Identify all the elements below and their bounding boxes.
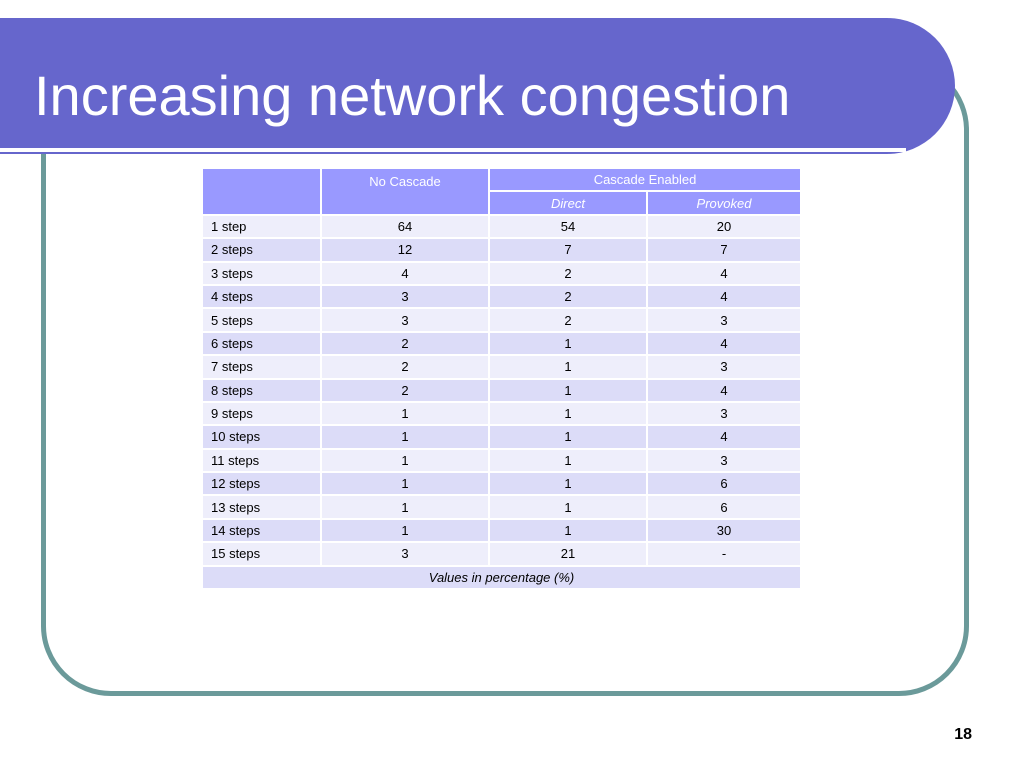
provoked-cell: 4 bbox=[645, 330, 803, 357]
direct-cell: 2 bbox=[488, 307, 648, 333]
table-body: 1 step 64 54 20 2 steps 12 7 7 3 steps 4 2 4 4 steps… bbox=[201, 213, 803, 567]
header-corner-cell bbox=[201, 167, 322, 216]
provoked-cell: 7 bbox=[645, 237, 803, 263]
table-row: 14 steps 1 1 30 bbox=[201, 517, 803, 544]
direct-cell: 1 bbox=[488, 517, 648, 544]
table-row: 4 steps 3 2 4 bbox=[201, 283, 803, 310]
provoked-cell: 6 bbox=[645, 471, 803, 497]
no-cascade-cell: 4 bbox=[320, 260, 490, 286]
table-row: 1 step 64 54 20 bbox=[201, 213, 803, 240]
no-cascade-cell: 3 bbox=[320, 541, 490, 567]
direct-cell: 1 bbox=[488, 400, 648, 427]
table-row: 15 steps 3 21- bbox=[201, 541, 803, 567]
no-cascade-cell: 12 bbox=[320, 237, 490, 263]
table-row: 5 steps 3 2 3 bbox=[201, 307, 803, 333]
no-cascade-cell: 1 bbox=[320, 447, 490, 474]
provoked-cell: - bbox=[645, 541, 803, 567]
row-label-cell: 15 steps bbox=[201, 541, 322, 567]
direct-cell: 1 bbox=[488, 471, 648, 497]
no-cascade-cell: 2 bbox=[320, 354, 490, 380]
table-row: 12 steps 1 1 6 bbox=[201, 471, 803, 497]
no-cascade-cell: 1 bbox=[320, 424, 490, 450]
row-label-cell: 13 steps bbox=[201, 494, 322, 520]
header-direct: Direct bbox=[488, 190, 648, 216]
table-row: 2 steps 12 7 7 bbox=[201, 237, 803, 263]
no-cascade-cell: 3 bbox=[320, 307, 490, 333]
table-row: 9 steps 1 1 3 bbox=[201, 400, 803, 427]
provoked-cell: 3 bbox=[645, 400, 803, 427]
results-table: No Cascade Cascade Enabled Direct Provok… bbox=[200, 166, 803, 591]
direct-cell: 54 bbox=[488, 213, 648, 240]
no-cascade-cell: 1 bbox=[320, 494, 490, 520]
title-underline bbox=[0, 148, 906, 152]
provoked-cell: 3 bbox=[645, 447, 803, 474]
direct-cell: 1 bbox=[488, 377, 648, 403]
table-row: 8 steps 2 1 4 bbox=[201, 377, 803, 403]
row-label-cell: 1 step bbox=[201, 213, 322, 240]
row-label-cell: 11 steps bbox=[201, 447, 322, 474]
direct-cell: 1 bbox=[488, 424, 648, 450]
no-cascade-cell: 64 bbox=[320, 213, 490, 240]
direct-cell: 1 bbox=[488, 354, 648, 380]
row-label-cell: 9 steps bbox=[201, 400, 322, 427]
row-label-cell: 6 steps bbox=[201, 330, 322, 357]
row-label-cell: 4 steps bbox=[201, 283, 322, 310]
direct-cell: 2 bbox=[488, 283, 648, 310]
no-cascade-cell: 2 bbox=[320, 377, 490, 403]
direct-cell: 1 bbox=[488, 447, 648, 474]
provoked-cell: 20 bbox=[645, 213, 803, 240]
table-row: 13 steps 1 1 6 bbox=[201, 494, 803, 520]
direct-cell: 21 bbox=[488, 541, 648, 567]
row-label-cell: 10 steps bbox=[201, 424, 322, 450]
row-label-cell: 14 steps bbox=[201, 517, 322, 544]
table-footnote: Values in percentage (%) bbox=[200, 564, 803, 591]
title-bar: Increasing network congestion bbox=[0, 18, 955, 154]
direct-cell: 1 bbox=[488, 494, 648, 520]
no-cascade-cell: 2 bbox=[320, 330, 490, 357]
no-cascade-cell: 3 bbox=[320, 283, 490, 310]
table-header: No Cascade Cascade Enabled Direct Provok… bbox=[201, 166, 803, 216]
table-row: 7 steps 2 1 3 bbox=[201, 354, 803, 380]
table-row: 11 steps 1 1 3 bbox=[201, 447, 803, 474]
row-label-cell: 8 steps bbox=[201, 377, 322, 403]
provoked-cell: 6 bbox=[645, 494, 803, 520]
direct-cell: 7 bbox=[488, 237, 648, 263]
header-cascade-enabled: Cascade Enabled bbox=[487, 166, 803, 193]
row-label-cell: 7 steps bbox=[201, 354, 322, 380]
provoked-cell: 3 bbox=[645, 354, 803, 380]
slide-title: Increasing network congestion bbox=[34, 64, 791, 127]
row-label-cell: 2 steps bbox=[201, 237, 322, 263]
direct-cell: 1 bbox=[488, 330, 648, 357]
row-label-cell: 3 steps bbox=[201, 260, 322, 286]
page-number: 18 bbox=[954, 726, 972, 743]
row-label-cell: 12 steps bbox=[201, 471, 322, 497]
table-row: 3 steps 4 2 4 bbox=[201, 260, 803, 286]
no-cascade-cell: 1 bbox=[320, 400, 490, 427]
row-label-cell: 5 steps bbox=[201, 307, 322, 333]
header-provoked: Provoked bbox=[645, 190, 803, 216]
table-row: 10 steps 1 1 4 bbox=[201, 424, 803, 450]
no-cascade-cell: 1 bbox=[320, 517, 490, 544]
provoked-cell: 4 bbox=[645, 260, 803, 286]
direct-cell: 2 bbox=[488, 260, 648, 286]
no-cascade-cell: 1 bbox=[320, 471, 490, 497]
table-row: 6 steps 2 1 4 bbox=[201, 330, 803, 357]
header-no-cascade: No Cascade bbox=[320, 167, 490, 216]
provoked-cell: 4 bbox=[645, 424, 803, 450]
provoked-cell: 4 bbox=[645, 377, 803, 403]
provoked-cell: 3 bbox=[645, 307, 803, 333]
provoked-cell: 30 bbox=[645, 517, 803, 544]
provoked-cell: 4 bbox=[645, 283, 803, 310]
